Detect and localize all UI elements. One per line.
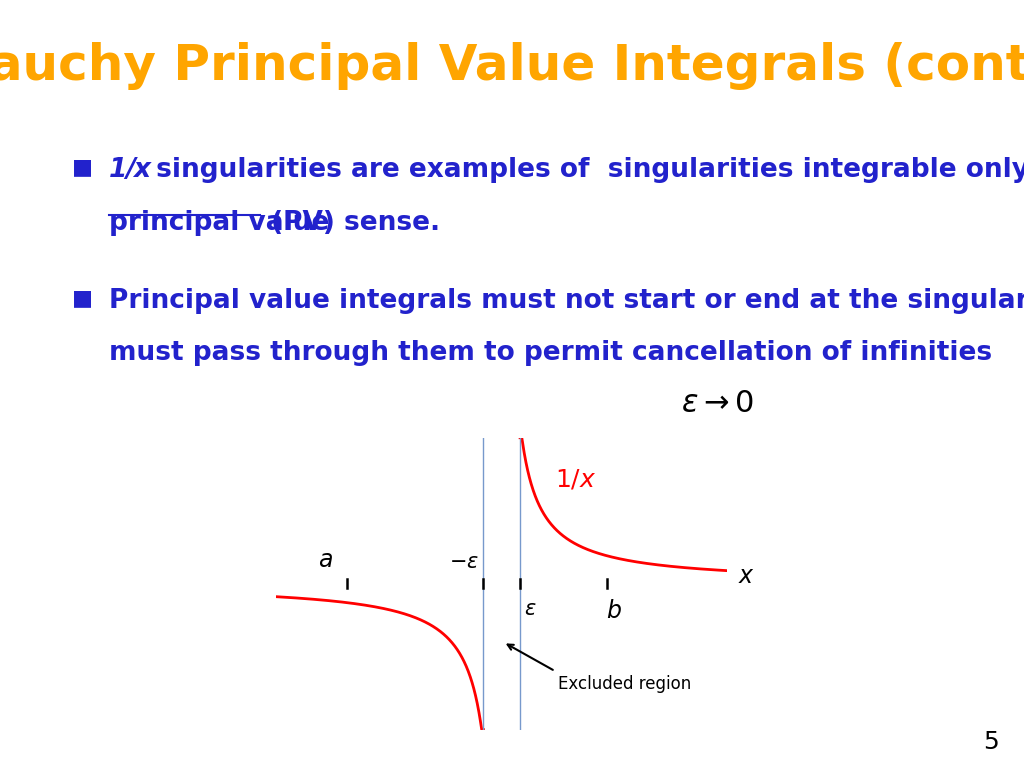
Text: $\varepsilon \rightarrow 0$: $\varepsilon \rightarrow 0$ [681, 389, 755, 418]
Text: $-\varepsilon$: $-\varepsilon$ [450, 552, 479, 572]
Text: 5: 5 [983, 730, 998, 754]
Text: Cauchy Principal Value Integrals (cont.): Cauchy Principal Value Integrals (cont.) [0, 42, 1024, 91]
Text: $\varepsilon$: $\varepsilon$ [524, 599, 537, 619]
Text: ■: ■ [72, 157, 93, 177]
Text: Excluded region: Excluded region [558, 675, 691, 694]
Text: (PV) sense.: (PV) sense. [262, 210, 440, 236]
Text: must pass through them to permit cancellation of infinities: must pass through them to permit cancell… [109, 340, 991, 366]
Text: 1/: 1/ [109, 157, 136, 184]
Text: $b$: $b$ [606, 599, 623, 624]
Text: x: x [133, 157, 151, 184]
Text: singularities are examples of  singularities integrable only in the: singularities are examples of singularit… [147, 157, 1024, 184]
Text: $a$: $a$ [318, 548, 333, 572]
Text: $1/ x$: $1/ x$ [555, 468, 597, 492]
Text: ■: ■ [72, 288, 93, 308]
Text: Principal value integrals must not start or end at the singularity, but: Principal value integrals must not start… [109, 288, 1024, 314]
Text: $x$: $x$ [738, 564, 755, 588]
Text: principal value: principal value [109, 210, 329, 236]
